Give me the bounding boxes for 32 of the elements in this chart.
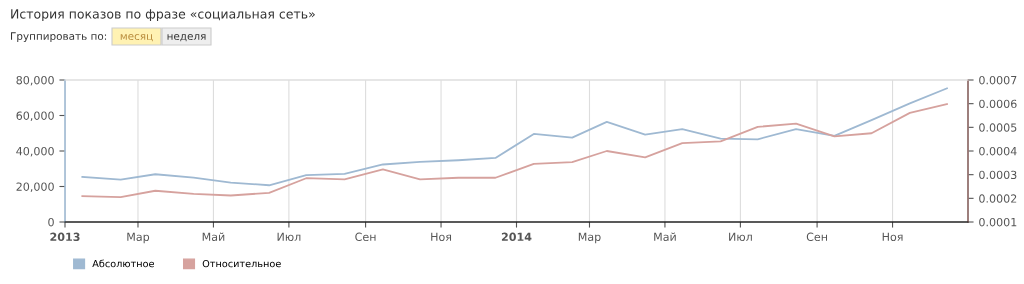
x-tick-label: Мар [127, 232, 150, 244]
x-tick-label: Ноя [882, 232, 903, 242]
legend-label: Относительное [202, 259, 281, 268]
x-tick-label: Мар [578, 232, 601, 244]
y2-tick-label: 0.0004 [979, 146, 1017, 156]
legend-label: Абсолютное [92, 259, 154, 268]
x-tick-label: Сен [355, 232, 376, 242]
y-tick-label: 40,000 [16, 146, 54, 157]
y-tick-label: 20,000 [16, 182, 54, 193]
y2-tick-label: 0.0005 [979, 123, 1017, 132]
y2-tick-label: 0.0001 [979, 217, 1017, 227]
text: Группировать по: [11, 32, 107, 43]
y-tick-label: 0 [48, 217, 54, 227]
y2-tick-label: 0.0006 [979, 99, 1017, 109]
text: месяц [120, 34, 153, 42]
y-tick-label: 80,000 [16, 75, 54, 86]
y-tick-label: 60,000 [16, 111, 54, 122]
text: неделя [167, 34, 206, 42]
x-tick-label: Июл [729, 232, 752, 242]
x-tick-label: Май [202, 232, 225, 242]
y2-tick-label: 0.0007 [979, 75, 1017, 85]
x-tick-label: Сен [806, 232, 828, 242]
x-tick-label: Июл [277, 232, 301, 242]
y2-tick-label: 0.0002 [979, 194, 1017, 203]
chart-title: История показов по фразе «социальная сеть» [11, 9, 315, 22]
x-tick-label: Ноя [431, 232, 452, 242]
x-tick-label: 2014 [501, 232, 532, 242]
y2-tick-label: 0.0003 [979, 170, 1017, 180]
x-tick-label: Май [654, 232, 676, 242]
x-tick-label: 2013 [50, 232, 80, 242]
line-series [81, 87, 948, 187]
line-series [81, 103, 948, 199]
